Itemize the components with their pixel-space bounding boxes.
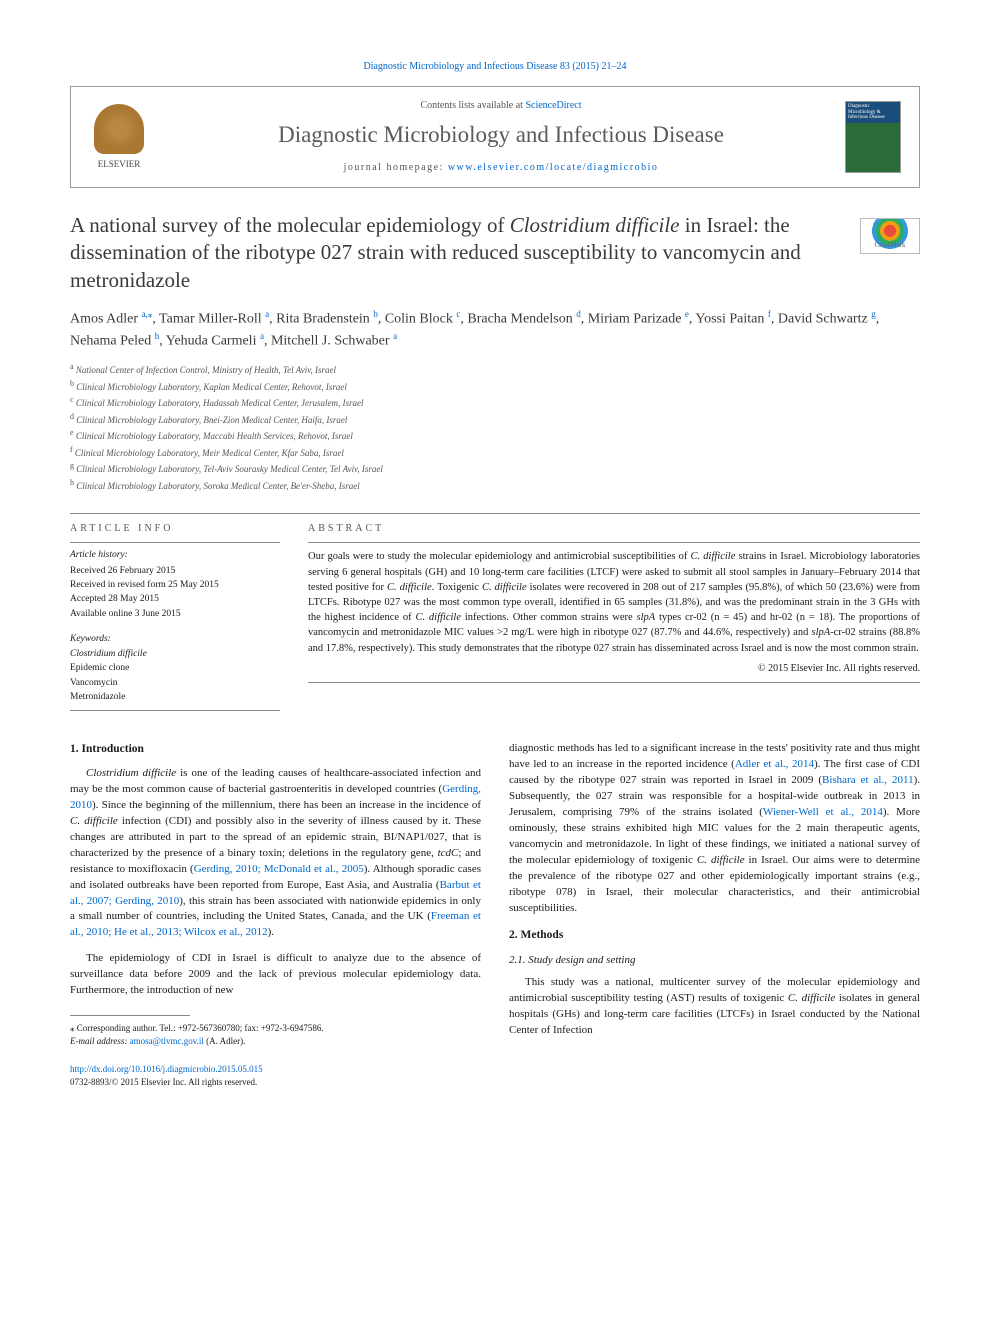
elsevier-label: ELSEVIER xyxy=(89,158,149,171)
article-info: ARTICLE INFO Article history: Received 2… xyxy=(70,522,280,717)
corresponding-footnote: ⁎ Corresponding author. Tel.: +972-56736… xyxy=(70,1022,481,1047)
corresponding-text: ⁎ Corresponding author. Tel.: +972-56736… xyxy=(70,1022,481,1035)
affiliation-item: d Clinical Microbiology Laboratory, Bnei… xyxy=(70,411,920,428)
affiliation-item: e Clinical Microbiology Laboratory, Macc… xyxy=(70,427,920,444)
sciencedirect-link[interactable]: ScienceDirect xyxy=(525,100,581,111)
doi-block: http://dx.doi.org/10.1016/j.diagmicrobio… xyxy=(70,1063,481,1089)
journal-header: ELSEVIER Contents lists available at Sci… xyxy=(70,86,920,188)
section-1-head: 1. Introduction xyxy=(70,741,481,758)
keyword-item: Vancomycin xyxy=(70,677,280,690)
footnote-rule xyxy=(70,1015,190,1016)
affiliation-item: f Clinical Microbiology Laboratory, Meir… xyxy=(70,444,920,461)
citation-link[interactable]: Diagnostic Microbiology and Infectious D… xyxy=(363,61,626,72)
keywords-label: Keywords: xyxy=(70,633,280,646)
affiliations: a National Center of Infection Control, … xyxy=(70,361,920,493)
journal-cover-thumb: Diagnostic Microbiology & Infectious Dis… xyxy=(845,101,901,173)
crossmark-badge[interactable]: CrossMark xyxy=(860,218,920,254)
keyword-item: Metronidazole xyxy=(70,691,280,704)
title-pre: A national survey of the molecular epide… xyxy=(70,213,510,237)
col2-p2: This study was a national, multicenter s… xyxy=(509,975,920,1039)
history-item: Received 26 February 2015 xyxy=(70,565,280,578)
col2-p1: diagnostic methods has led to a signific… xyxy=(509,741,920,916)
homepage-prefix: journal homepage: xyxy=(344,162,448,173)
article-info-heading: ARTICLE INFO xyxy=(70,522,280,536)
abstract: ABSTRACT Our goals were to study the mol… xyxy=(308,522,920,717)
history-item: Available online 3 June 2015 xyxy=(70,608,280,621)
authors: Amos Adler a,⁎, Tamar Miller-Roll a, Rit… xyxy=(70,308,920,351)
elsevier-logo: ELSEVIER xyxy=(89,104,149,171)
affiliation-item: g Clinical Microbiology Laboratory, Tel-… xyxy=(70,460,920,477)
history-item: Received in revised form 25 May 2015 xyxy=(70,579,280,592)
section-2-1-head: 2.1. Study design and setting xyxy=(509,953,920,969)
homepage-line: journal homepage: www.elsevier.com/locat… xyxy=(169,161,833,175)
contents-prefix: Contents lists available at xyxy=(420,100,525,111)
keyword-item: Epidemic clone xyxy=(70,662,280,675)
column-left: 1. Introduction Clostridium difficile is… xyxy=(70,741,481,1089)
cover-text: Diagnostic Microbiology & Infectious Dis… xyxy=(846,102,900,123)
affiliation-item: a National Center of Infection Control, … xyxy=(70,361,920,378)
journal-name: Diagnostic Microbiology and Infectious D… xyxy=(169,119,833,151)
affiliation-item: b Clinical Microbiology Laboratory, Kapl… xyxy=(70,378,920,395)
history-label: Article history: xyxy=(70,549,280,562)
abstract-copyright: © 2015 Elsevier Inc. All rights reserved… xyxy=(308,662,920,676)
intro-p1: Clostridium difficile is one of the lead… xyxy=(70,766,481,941)
email-label: E-mail address: xyxy=(70,1036,127,1046)
rule-top xyxy=(70,513,920,514)
email-link[interactable]: amosa@tlvmc.gov.il xyxy=(130,1036,204,1046)
history-item: Accepted 28 May 2015 xyxy=(70,593,280,606)
affiliation-item: h Clinical Microbiology Laboratory, Soro… xyxy=(70,477,920,494)
keyword-item: Clostridium difficile xyxy=(70,648,280,661)
issn-copyright: 0732-8893/© 2015 Elsevier Inc. All right… xyxy=(70,1077,257,1087)
column-right: diagnostic methods has led to a signific… xyxy=(509,741,920,1089)
citation-header: Diagnostic Microbiology and Infectious D… xyxy=(70,60,920,74)
title-species: Clostridium difficile xyxy=(510,213,680,237)
intro-p2: The epidemiology of CDI in Israel is dif… xyxy=(70,951,481,999)
abstract-text: Our goals were to study the molecular ep… xyxy=(308,549,920,656)
elsevier-tree-icon xyxy=(94,104,144,154)
doi-link[interactable]: http://dx.doi.org/10.1016/j.diagmicrobio… xyxy=(70,1064,263,1074)
article-title: A national survey of the molecular epide… xyxy=(70,212,920,294)
abstract-heading: ABSTRACT xyxy=(308,522,920,536)
email-name: (A. Adler). xyxy=(206,1036,245,1046)
section-2-head: 2. Methods xyxy=(509,927,920,944)
homepage-link[interactable]: www.elsevier.com/locate/diagmicrobio xyxy=(448,162,659,173)
contents-line: Contents lists available at ScienceDirec… xyxy=(169,99,833,113)
affiliation-item: c Clinical Microbiology Laboratory, Hada… xyxy=(70,394,920,411)
